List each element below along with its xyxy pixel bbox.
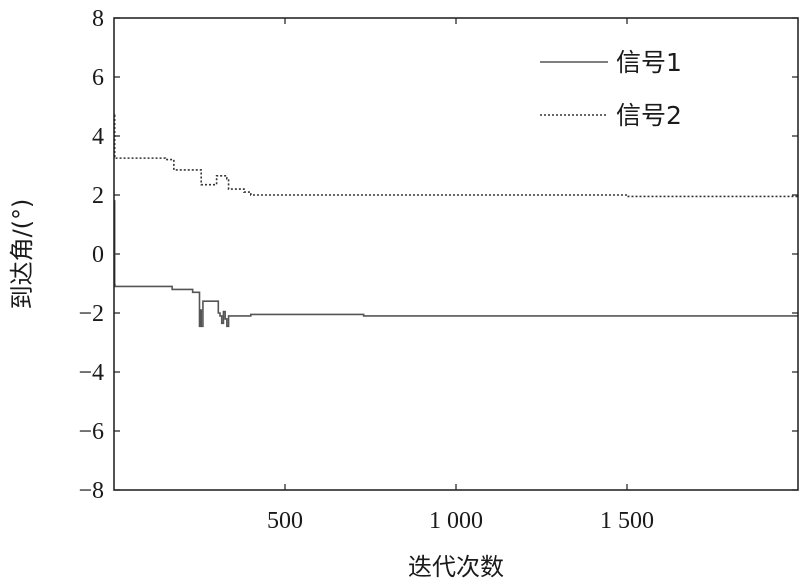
- legend-label-signal-1: 信号1: [616, 48, 682, 77]
- y-tick-label: 0: [92, 242, 104, 268]
- legend: 信号1 信号2: [540, 48, 682, 130]
- series-line-signal-1: [113, 200, 798, 328]
- y-tick-label: −4: [78, 360, 104, 386]
- y-tick-label: 4: [92, 124, 104, 150]
- y-tick-label: 2: [92, 183, 104, 209]
- x-tick-label: 1 500: [600, 508, 654, 534]
- plot-frame: [113, 17, 799, 491]
- series-line-signal-2: [113, 114, 798, 198]
- ticks-layer: 8 6 4 2 0 −2 −4 −6 −8 500 1 000 1 500: [78, 6, 798, 534]
- x-tick-label: 500: [267, 508, 303, 534]
- y-tick-label: 6: [92, 65, 104, 91]
- legend-label-signal-2: 信号2: [616, 101, 682, 130]
- y-tick-label: −6: [78, 419, 104, 445]
- x-tick-label: 1 000: [429, 508, 483, 534]
- y-tick-label: −8: [78, 478, 104, 504]
- y-tick-label: 8: [92, 6, 104, 32]
- y-axis-label: 到达角/(°): [8, 199, 36, 310]
- x-axis-label: 迭代次数: [408, 553, 504, 581]
- y-tick-label: −2: [78, 301, 104, 327]
- series-layer: [113, 114, 798, 328]
